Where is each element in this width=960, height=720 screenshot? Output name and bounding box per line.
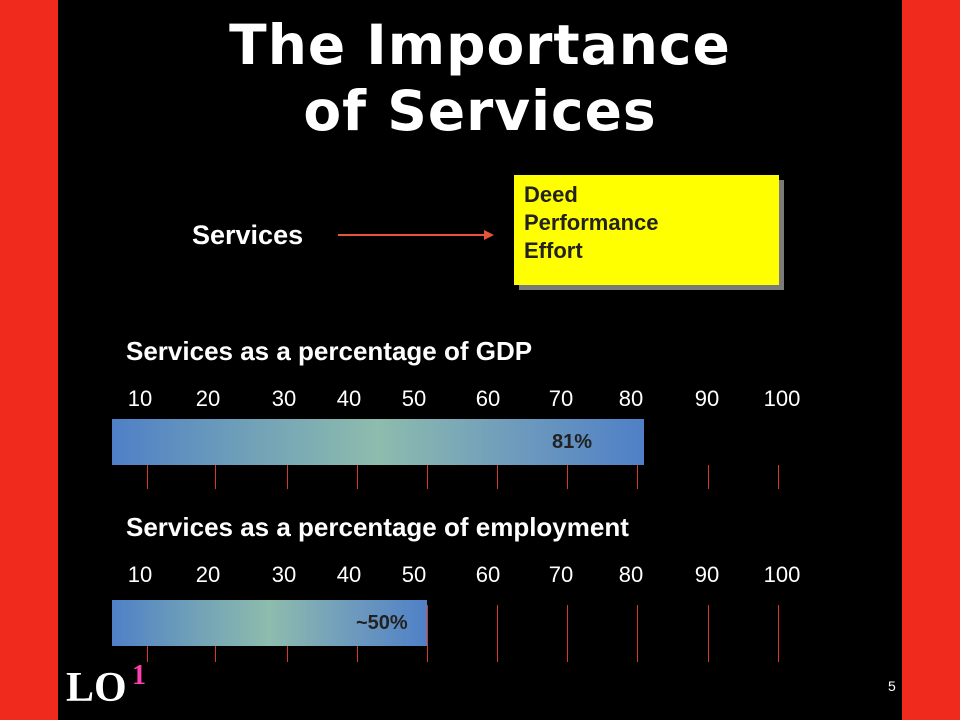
tick-label: 90 — [694, 386, 720, 411]
left-border — [0, 0, 58, 720]
tick-label: 100 — [763, 386, 801, 411]
tick-label: 60 — [475, 562, 501, 587]
definition-item: Deed — [524, 182, 578, 207]
tick-mark — [778, 605, 779, 662]
tick-mark — [567, 465, 568, 489]
title-line-1: The Importance — [229, 13, 731, 77]
page-number: 5 — [888, 678, 896, 694]
tick-mark — [497, 605, 498, 662]
tick-mark — [708, 605, 709, 662]
tick-mark — [357, 465, 358, 489]
bar — [112, 600, 427, 646]
tick-mark — [427, 465, 428, 489]
tick-label: 10 — [127, 386, 153, 411]
definition-item: Effort — [524, 238, 583, 263]
tick-label: 10 — [127, 562, 153, 587]
tick-label: 20 — [195, 562, 221, 587]
tick-label: 20 — [195, 386, 221, 411]
gdp-chart-title: Services as a percentage of GDP — [126, 336, 533, 366]
definition-box: Deed Performance Effort — [514, 175, 779, 285]
tick-label: 50 — [401, 562, 427, 587]
arrow-right-icon — [338, 230, 494, 240]
tick-label: 30 — [271, 386, 297, 411]
tick-mark — [497, 465, 498, 489]
tick-label: 40 — [336, 562, 362, 587]
slide-title: The Importance of Services — [130, 12, 830, 144]
tick-mark — [147, 465, 148, 489]
services-label: Services — [192, 220, 304, 250]
bar-value-label: ~50% — [356, 612, 408, 634]
employment-chart-title: Services as a percentage of employment — [126, 512, 629, 542]
tick-mark — [427, 605, 428, 662]
tick-mark — [287, 465, 288, 489]
tick-label: 60 — [475, 386, 501, 411]
title-line-2: of Services — [303, 79, 657, 143]
lo-number: 1 — [132, 660, 146, 691]
tick-label: 40 — [336, 386, 362, 411]
tick-mark — [778, 465, 779, 489]
tick-mark — [215, 465, 216, 489]
tick-label: 80 — [618, 562, 644, 587]
tick-label: 50 — [401, 386, 427, 411]
right-border — [902, 0, 960, 720]
tick-mark — [637, 605, 638, 662]
tick-label: 80 — [618, 386, 644, 411]
definition-item: Performance — [524, 210, 659, 235]
tick-label: 70 — [548, 386, 574, 411]
tick-mark — [567, 605, 568, 662]
lo-label: LO — [66, 665, 127, 711]
tick-mark — [637, 465, 638, 489]
tick-mark — [708, 465, 709, 489]
bar — [112, 419, 644, 465]
bar-value-label: 81% — [552, 431, 593, 453]
tick-label: 100 — [763, 562, 801, 587]
tick-label: 70 — [548, 562, 574, 587]
tick-label: 30 — [271, 562, 297, 587]
tick-label: 90 — [694, 562, 720, 587]
